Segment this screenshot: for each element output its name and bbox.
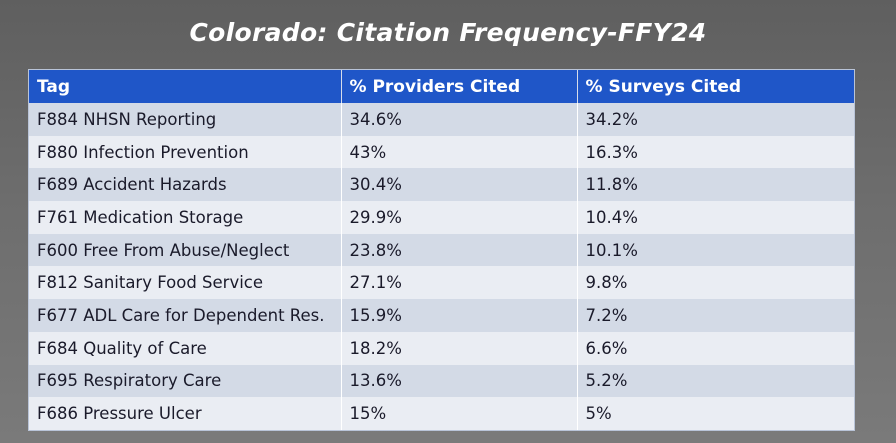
cell-surveys-cited: 11.8% — [576, 168, 854, 202]
cell-tag: F812 Sanitary Food Service — [29, 266, 341, 300]
cell-providers-cited: 13.6% — [340, 364, 577, 398]
cell-providers-cited: 18.2% — [340, 331, 577, 365]
citation-table: Tag % Providers Cited % Surveys Cited F8… — [28, 69, 855, 431]
cell-providers-cited: 43% — [340, 135, 577, 169]
cell-surveys-cited: 34.2% — [576, 103, 854, 136]
cell-providers-cited: 23.8% — [340, 233, 577, 267]
header-providers-cited: % Providers Cited — [340, 70, 577, 103]
cell-tag: F677 ADL Care for Dependent Res. — [29, 299, 341, 332]
table-row: F884 NHSN Reporting 34.6% 34.2% — [29, 103, 854, 136]
table-row: F695 Respiratory Care 13.6% 5.2% — [29, 364, 854, 398]
table-row: F689 Accident Hazards 30.4% 11.8% — [29, 168, 854, 202]
header-tag: Tag — [29, 70, 341, 103]
cell-surveys-cited: 5.2% — [576, 364, 854, 398]
header-surveys-cited: % Surveys Cited — [576, 70, 854, 103]
table-row: F761 Medication Storage 29.9% 10.4% — [29, 201, 854, 234]
table-row: F880 Infection Prevention 43% 16.3% — [29, 135, 854, 169]
table-row: F686 Pressure Ulcer 15% 5% — [29, 397, 854, 430]
cell-surveys-cited: 6.6% — [576, 331, 854, 365]
cell-providers-cited: 15.9% — [340, 299, 577, 332]
cell-tag: F695 Respiratory Care — [29, 364, 341, 398]
cell-tag: F689 Accident Hazards — [29, 168, 341, 202]
slide-title: Colorado: Citation Frequency-FFY24 — [189, 18, 707, 47]
cell-surveys-cited: 10.1% — [576, 233, 854, 267]
table-row: F677 ADL Care for Dependent Res. 15.9% 7… — [29, 299, 854, 332]
cell-surveys-cited: 5% — [576, 397, 854, 430]
cell-providers-cited: 15% — [340, 397, 577, 430]
table-header-row: Tag % Providers Cited % Surveys Cited — [29, 70, 854, 103]
table-row: F600 Free From Abuse/Neglect 23.8% 10.1% — [29, 233, 854, 267]
cell-surveys-cited: 7.2% — [576, 299, 854, 332]
cell-providers-cited: 34.6% — [340, 103, 577, 136]
cell-providers-cited: 27.1% — [340, 266, 577, 300]
cell-surveys-cited: 10.4% — [576, 201, 854, 234]
cell-providers-cited: 30.4% — [340, 168, 577, 202]
cell-tag: F600 Free From Abuse/Neglect — [29, 233, 341, 267]
cell-providers-cited: 29.9% — [340, 201, 577, 234]
cell-tag: F761 Medication Storage — [29, 201, 341, 234]
cell-tag: F884 NHSN Reporting — [29, 103, 341, 136]
table-row: F812 Sanitary Food Service 27.1% 9.8% — [29, 266, 854, 300]
cell-tag: F686 Pressure Ulcer — [29, 397, 341, 430]
cell-surveys-cited: 16.3% — [576, 135, 854, 169]
cell-tag: F684 Quality of Care — [29, 331, 341, 365]
table-row: F684 Quality of Care 18.2% 6.6% — [29, 331, 854, 365]
cell-tag: F880 Infection Prevention — [29, 135, 341, 169]
cell-surveys-cited: 9.8% — [576, 266, 854, 300]
